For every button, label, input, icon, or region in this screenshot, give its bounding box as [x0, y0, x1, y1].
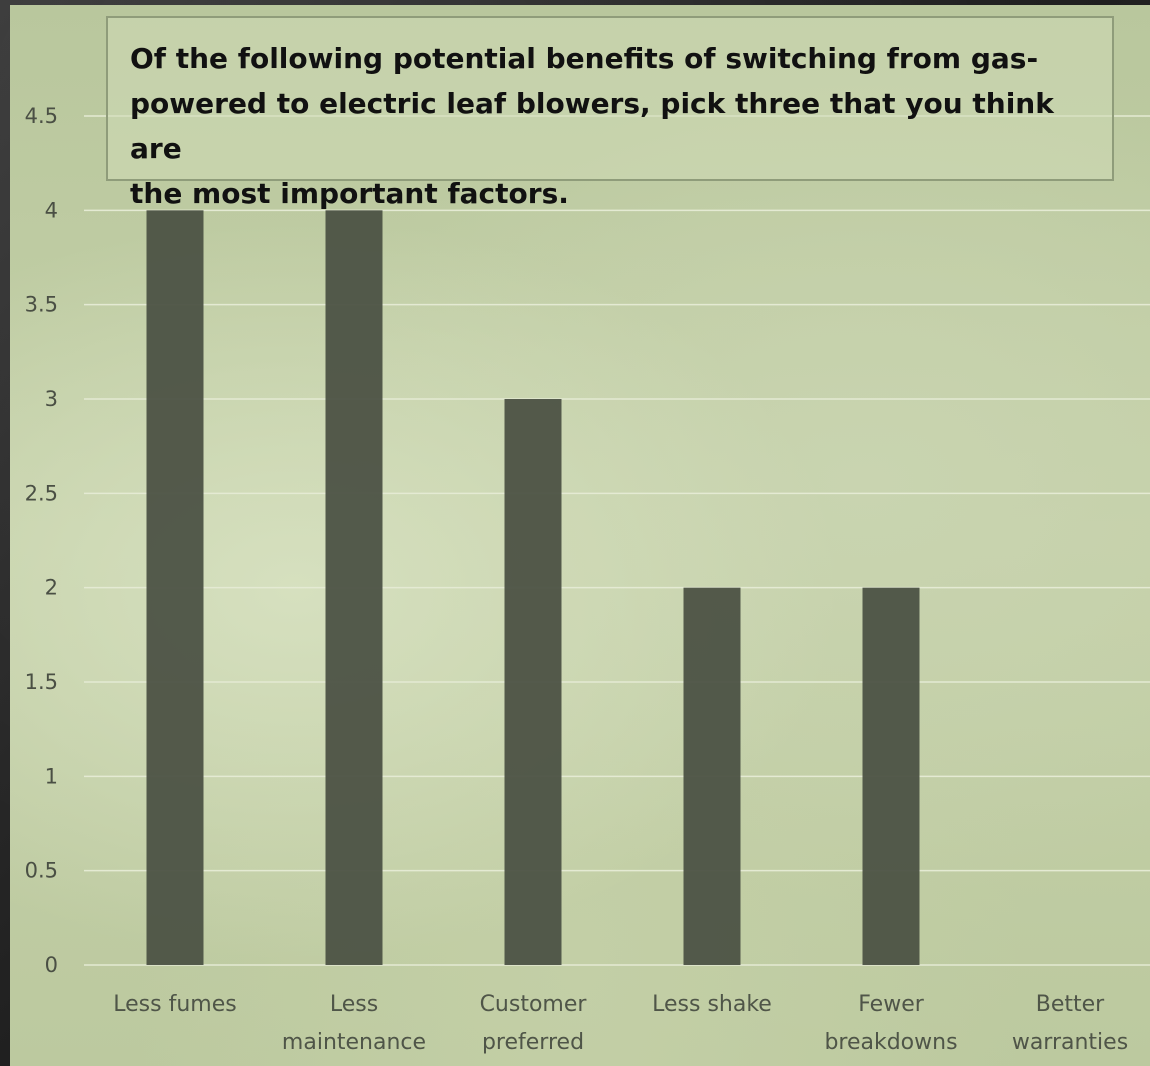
- chart-title-line: powered to electric leaf blowers, pick t…: [130, 87, 1054, 165]
- x-category-label: breakdowns: [824, 1030, 957, 1055]
- y-tick-label: 3: [45, 387, 58, 411]
- x-category-label: Less shake: [652, 992, 772, 1017]
- chart-title-line: Of the following potential benefits of s…: [130, 42, 1039, 75]
- chart-title-line: the most important factors.: [130, 177, 569, 210]
- x-category-label: warranties: [1012, 1030, 1128, 1055]
- bar: [146, 210, 204, 966]
- y-tick-label: 2.5: [25, 481, 58, 505]
- x-category-label: Fewer: [858, 992, 925, 1017]
- y-tick-label: 1: [45, 764, 58, 788]
- bar: [683, 587, 741, 965]
- y-tick-label: 0: [45, 953, 58, 977]
- bar: [504, 399, 562, 965]
- y-tick-label: 4: [45, 198, 58, 222]
- y-tick-label: 2: [45, 576, 58, 600]
- y-tick-label: 1.5: [25, 670, 58, 694]
- chart-title-box: Of the following potential benefits of s…: [106, 16, 1114, 210]
- y-tick-label: 0.5: [25, 859, 58, 883]
- x-category-label: Less fumes: [113, 992, 236, 1017]
- x-category-label: Less: [330, 992, 378, 1017]
- x-category-label: Better: [1036, 992, 1105, 1017]
- y-tick-label: 4.5: [25, 104, 58, 128]
- bar: [325, 210, 383, 966]
- y-tick-label: 3.5: [25, 293, 58, 317]
- x-category-label: preferred: [482, 1030, 584, 1055]
- chart-title: Of the following potential benefits of s…: [130, 36, 1090, 216]
- x-category-label: Customer: [480, 992, 588, 1017]
- x-category-label: maintenance: [282, 1030, 426, 1055]
- bar: [862, 587, 920, 965]
